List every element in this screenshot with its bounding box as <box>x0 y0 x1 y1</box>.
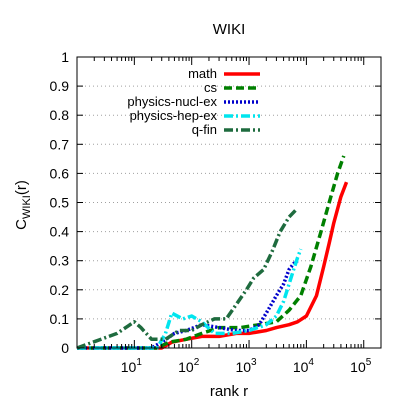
y-tick-label: 0.6 <box>50 165 70 181</box>
y-axis-label-argument: (r) <box>13 180 30 195</box>
legend-label: physics-nucl-ex <box>127 94 217 109</box>
x-tick-base: 10 <box>235 359 251 375</box>
x-tick-exponent: 3 <box>251 357 257 368</box>
y-axis-label-main: C <box>13 219 30 230</box>
legend-label: cs <box>204 80 218 95</box>
chart-title: WIKI <box>213 21 246 38</box>
y-tick-label: 0.7 <box>50 136 70 152</box>
y-axis-label: CWIKI(r) <box>13 180 33 230</box>
y-tick-label: 0.2 <box>50 282 70 298</box>
y-axis-label-subscript: WIKI <box>21 195 33 219</box>
x-tick-exponent: 1 <box>136 357 142 368</box>
y-tick-label: 0.5 <box>50 195 70 211</box>
y-tick-label: 0 <box>61 340 69 356</box>
series-line-physics-hep-ex <box>77 248 303 350</box>
y-tick-label: 0.8 <box>50 107 70 123</box>
y-tick-label: 0.1 <box>50 311 70 327</box>
y-tick-label: 1 <box>61 49 69 65</box>
x-tick-label: 102 <box>178 357 200 375</box>
x-tick-base: 10 <box>178 359 194 375</box>
x-tick-label: 105 <box>350 357 372 375</box>
x-tick-base: 10 <box>121 359 137 375</box>
x-tick-base: 10 <box>350 359 366 375</box>
y-tick-label: 0.4 <box>50 224 70 240</box>
x-tick-label: 104 <box>293 357 315 375</box>
x-tick-exponent: 4 <box>308 357 314 368</box>
legend-label: math <box>188 66 217 81</box>
x-tick-label: 101 <box>121 357 143 375</box>
series-layer <box>76 155 349 350</box>
plot-frame <box>76 56 382 349</box>
x-tick-exponent: 5 <box>366 357 372 368</box>
x-axis-label: rank r <box>210 383 248 400</box>
legend-label: physics-hep-ex <box>130 108 218 123</box>
y-tick-label: 0.3 <box>50 253 70 269</box>
grid <box>77 85 381 320</box>
x-tick-label: 103 <box>235 357 257 375</box>
x-tick-exponent: 2 <box>194 357 200 368</box>
legend-label: q-fin <box>192 122 217 137</box>
y-tick-label: 0.9 <box>50 78 70 94</box>
series-line-math <box>77 181 349 350</box>
series-line-q-fin <box>76 207 299 350</box>
x-tick-base: 10 <box>293 359 309 375</box>
